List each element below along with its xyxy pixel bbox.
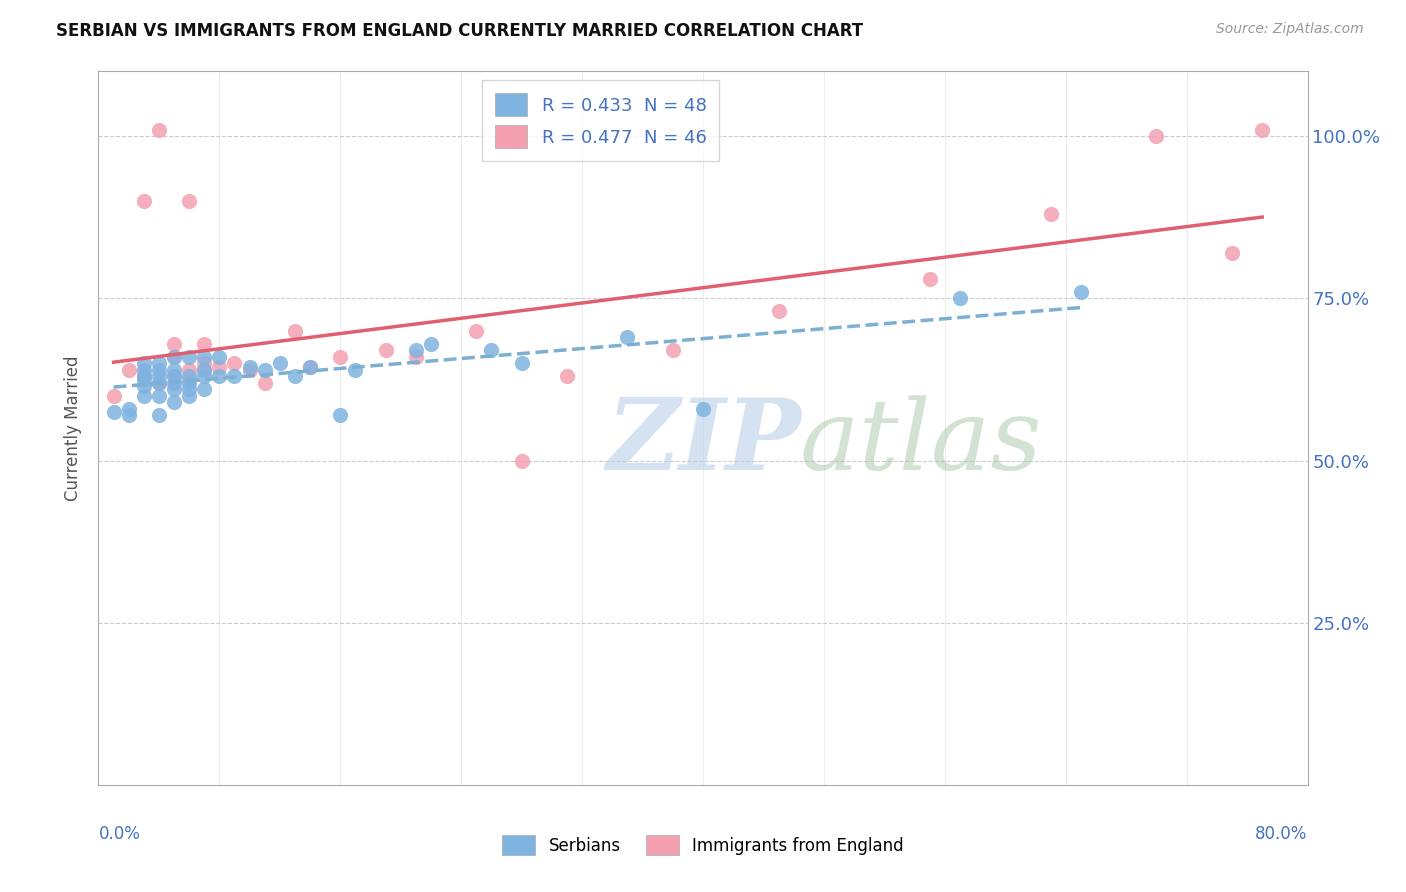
Point (224, 369, 246, 384)
Point (163, 382, 186, 396)
Point (555, 369, 578, 384)
Point (163, 395, 186, 409)
Point (103, 389, 125, 403)
Point (661, 343, 683, 358)
Text: ZIP: ZIP (606, 394, 801, 491)
Point (299, 359, 322, 374)
Point (132, 379, 155, 393)
Y-axis label: Currently Married: Currently Married (65, 355, 83, 501)
Point (179, 372, 201, 386)
Point (148, 363, 170, 377)
Point (481, 343, 503, 358)
Point (420, 336, 443, 351)
Point (1070, 285, 1092, 299)
Point (179, 194, 201, 208)
Point (510, 453, 533, 467)
Point (193, 369, 215, 384)
Point (132, 369, 155, 384)
Point (253, 363, 276, 377)
Point (224, 356, 246, 370)
Point (148, 376, 170, 390)
Point (692, 401, 714, 416)
Point (163, 363, 186, 377)
Point (208, 359, 231, 374)
Point (179, 376, 201, 390)
Point (103, 405, 125, 419)
Point (132, 389, 155, 403)
Point (193, 363, 215, 377)
Point (374, 343, 396, 358)
Point (1251, 122, 1274, 136)
Point (148, 122, 170, 136)
Point (1144, 129, 1167, 144)
Text: atlas: atlas (800, 395, 1042, 490)
Point (239, 363, 262, 377)
Point (344, 363, 367, 377)
Point (163, 336, 186, 351)
Point (918, 272, 941, 286)
Point (193, 336, 215, 351)
Point (132, 363, 155, 377)
Point (299, 359, 322, 374)
Point (284, 324, 307, 338)
Point (1220, 246, 1243, 260)
Text: 80.0%: 80.0% (1256, 825, 1308, 843)
Point (329, 408, 352, 422)
Point (163, 369, 186, 384)
Point (148, 376, 170, 390)
Point (163, 369, 186, 384)
Text: 0.0%: 0.0% (98, 825, 141, 843)
Point (118, 363, 141, 377)
Point (163, 350, 186, 364)
Point (179, 389, 201, 403)
Point (163, 350, 186, 364)
Point (179, 350, 201, 364)
Point (269, 356, 291, 370)
Point (118, 401, 141, 416)
Text: SERBIAN VS IMMIGRANTS FROM ENGLAND CURRENTLY MARRIED CORRELATION CHART: SERBIAN VS IMMIGRANTS FROM ENGLAND CURRE… (56, 22, 863, 40)
Point (208, 350, 231, 364)
Point (510, 356, 533, 370)
Point (148, 408, 170, 422)
Point (465, 324, 488, 338)
Point (179, 363, 201, 377)
Point (405, 343, 427, 358)
Point (179, 382, 201, 396)
Point (193, 382, 215, 396)
Point (768, 304, 790, 318)
Point (148, 356, 170, 370)
Point (239, 359, 262, 374)
Point (208, 369, 231, 384)
Point (405, 350, 427, 364)
Point (193, 350, 215, 364)
Point (284, 369, 307, 384)
Point (179, 369, 201, 384)
Point (616, 330, 638, 344)
Point (132, 372, 155, 386)
Point (118, 408, 141, 422)
Legend: R = 0.433  N = 48, R = 0.477  N = 46: R = 0.433 N = 48, R = 0.477 N = 46 (482, 80, 720, 161)
Point (148, 389, 170, 403)
Point (163, 376, 186, 390)
Point (193, 363, 215, 377)
Text: Source: ZipAtlas.com: Source: ZipAtlas.com (1216, 22, 1364, 37)
Point (949, 292, 972, 306)
Legend: Serbians, Immigrants from England: Serbians, Immigrants from England (495, 829, 911, 862)
Point (148, 369, 170, 384)
Point (193, 356, 215, 370)
Point (132, 194, 155, 208)
Point (132, 356, 155, 370)
Point (329, 350, 352, 364)
Point (132, 369, 155, 384)
Point (1039, 207, 1062, 221)
Point (253, 376, 276, 390)
